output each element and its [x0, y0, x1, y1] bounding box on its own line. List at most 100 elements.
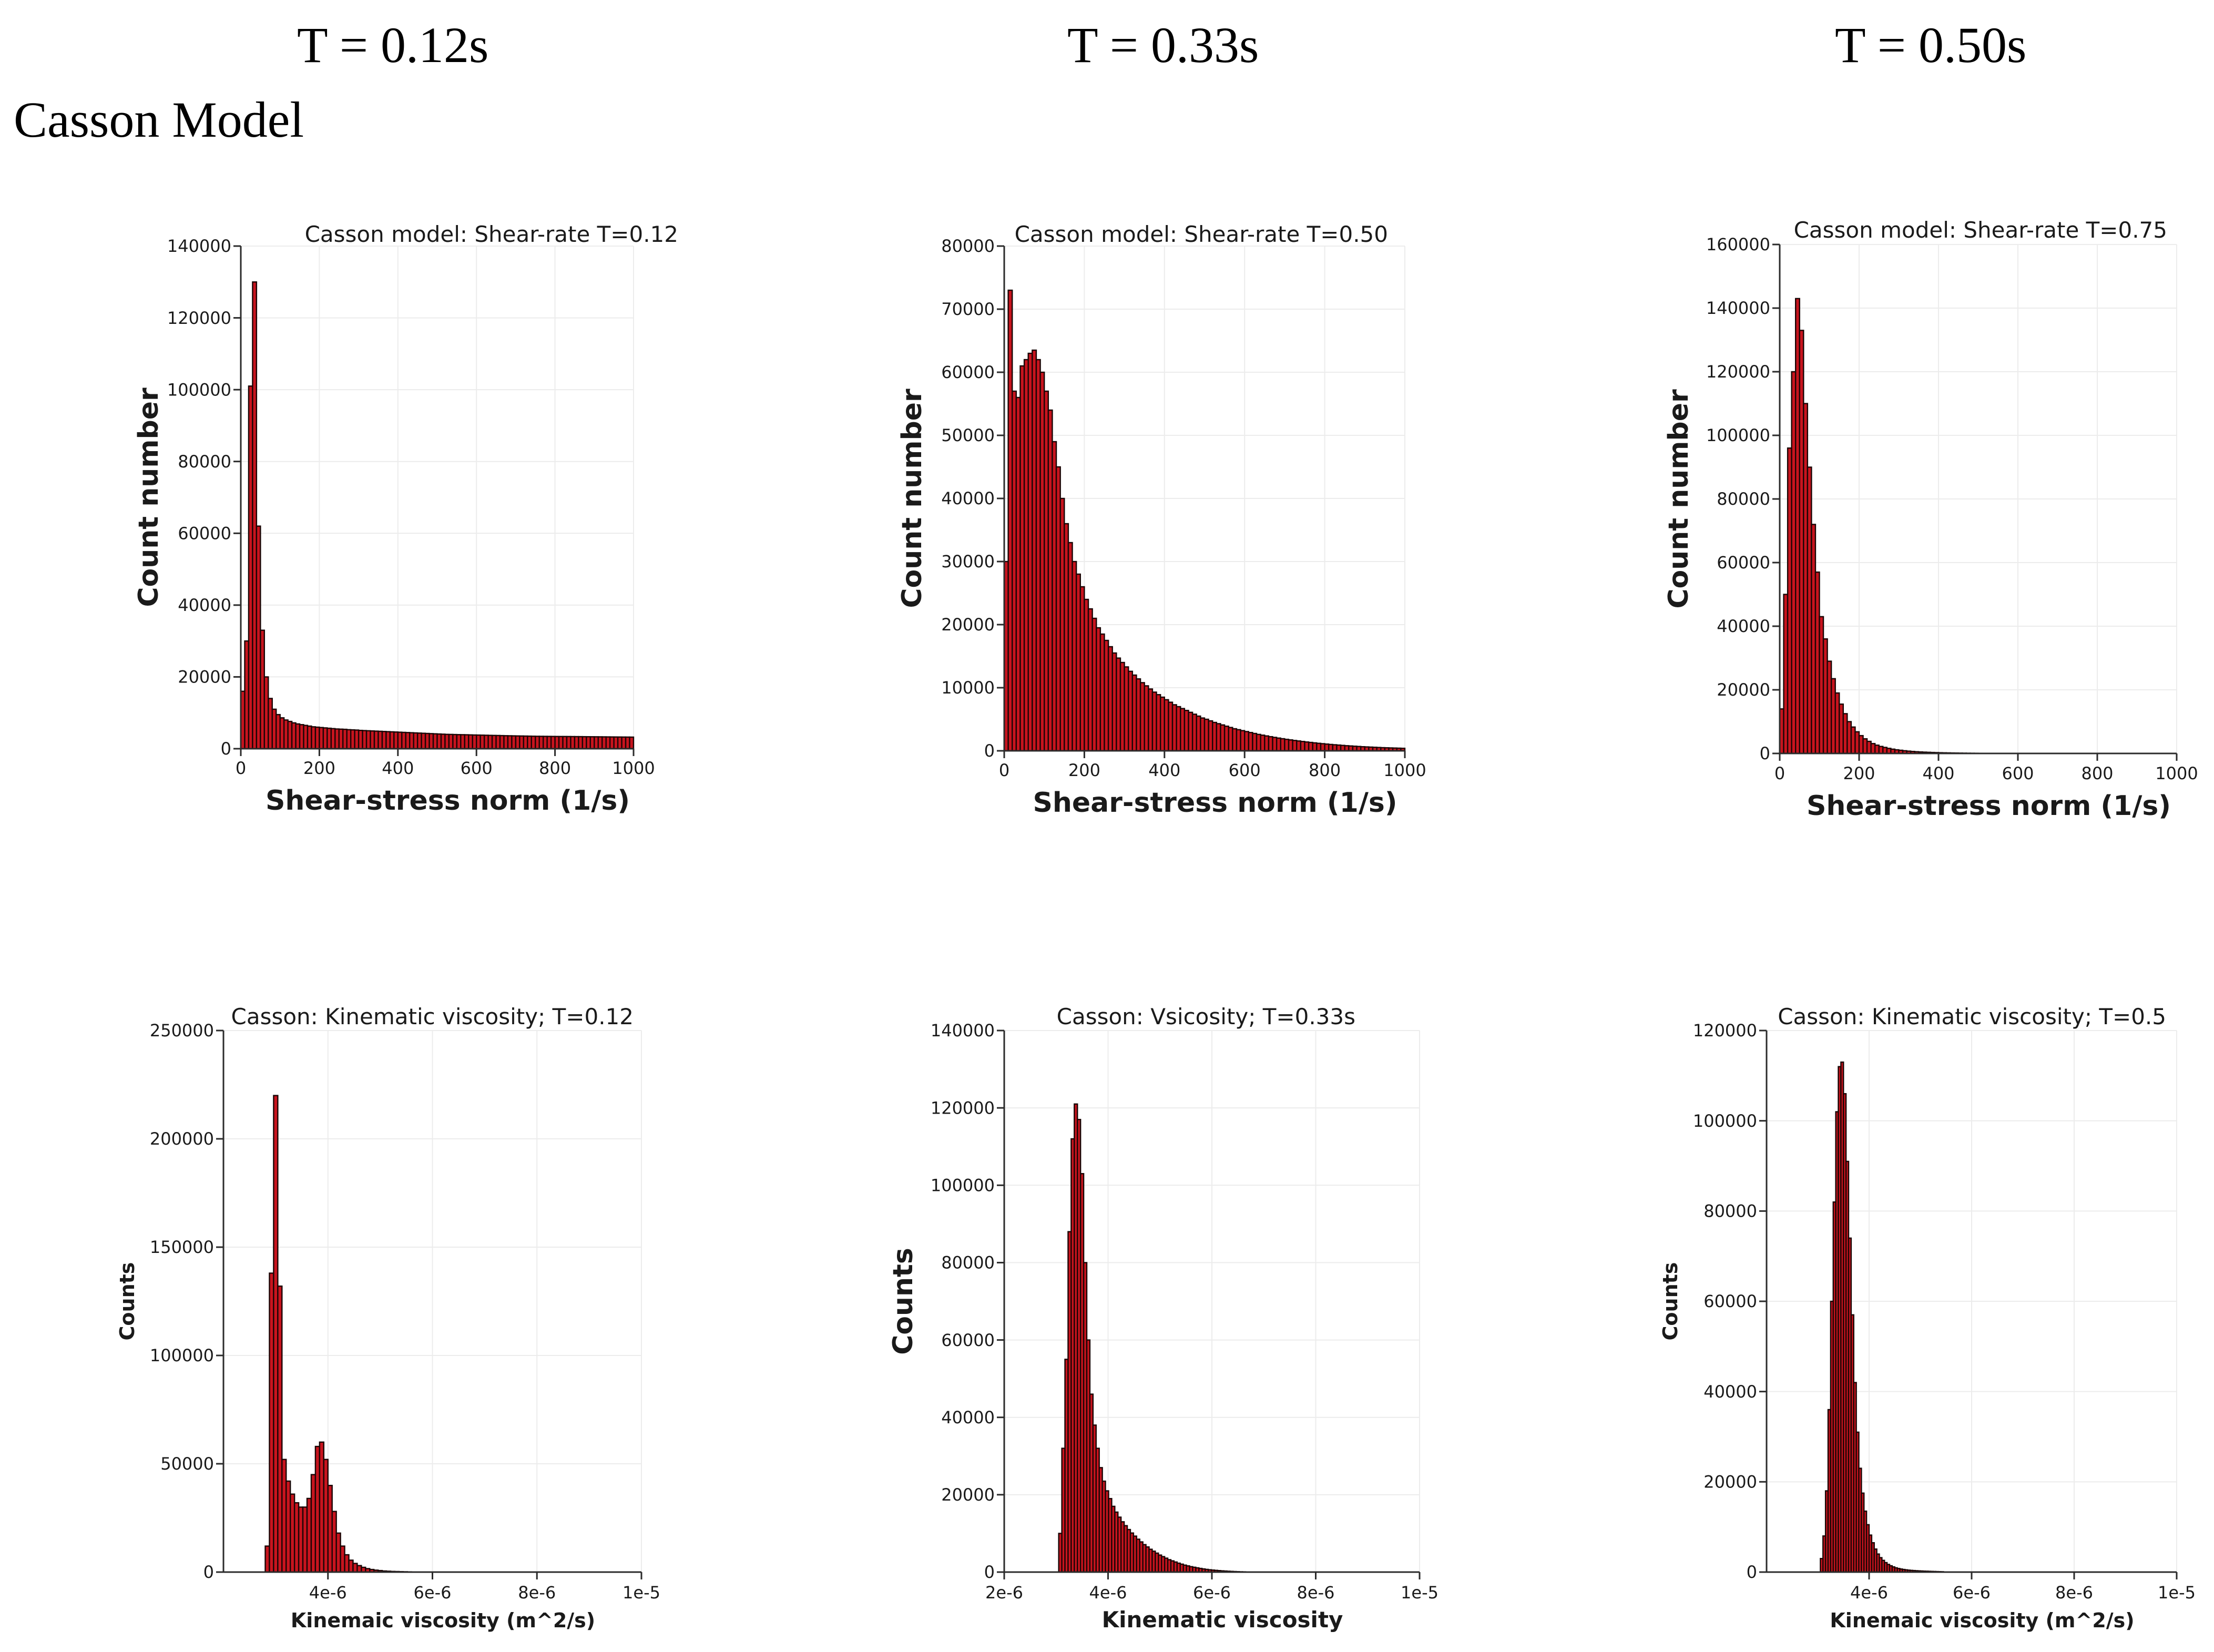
y-tick-label: 140000 [167, 236, 231, 256]
y-tick-label: 0 [1747, 1562, 1757, 1582]
y-tick-label: 30000 [941, 552, 995, 572]
x-tick-label: 6e-6 [414, 1583, 452, 1603]
column-header-t012: T = 0.12s [297, 17, 489, 73]
y-tick-label: 60000 [178, 523, 231, 543]
x-tick-label: 4e-6 [1089, 1583, 1127, 1603]
x-tick-label: 400 [1148, 760, 1180, 780]
y-tick-label: 20000 [941, 1485, 995, 1505]
y-tick-label: 40000 [941, 488, 995, 508]
y-tick-label: 100000 [931, 1175, 995, 1195]
x-axis-label: Shear-stress norm (1/s) [266, 785, 630, 817]
y-tick-label: 70000 [941, 299, 995, 319]
x-tick-label: 4e-6 [309, 1583, 347, 1603]
x-tick-label: 1000 [2155, 763, 2198, 783]
y-tick-label: 100000 [167, 380, 231, 400]
y-axis-label: Count number [1663, 389, 1695, 609]
x-tick-label: 2e-6 [985, 1583, 1023, 1603]
x-tick-label: 4e-6 [1850, 1583, 1888, 1603]
x-tick-label: 800 [1309, 760, 1341, 780]
y-tick-label: 100000 [150, 1345, 214, 1365]
y-tick-label: 250000 [150, 1021, 214, 1041]
x-tick-label: 400 [382, 758, 414, 778]
y-tick-label: 120000 [931, 1098, 995, 1118]
y-tick-label: 50000 [941, 425, 995, 445]
y-tick-label: 0 [221, 739, 231, 759]
x-axis-label: Kinemaic viscosity (m^2/s) [1830, 1609, 2134, 1632]
x-tick-label: 600 [461, 758, 493, 778]
chart-title: Casson: Vsicosity; T=0.33s [1057, 1004, 1355, 1029]
y-tick-label: 100000 [1693, 1111, 1757, 1131]
y-tick-label: 140000 [1706, 298, 1770, 318]
x-tick-label: 200 [1068, 760, 1100, 780]
x-tick-label: 1000 [1383, 760, 1426, 780]
y-tick-label: 0 [203, 1562, 214, 1582]
y-tick-label: 140000 [931, 1021, 995, 1041]
y-tick-label: 0 [984, 1562, 995, 1582]
x-tick-label: 8e-6 [1297, 1583, 1335, 1603]
x-tick-label: 6e-6 [1953, 1583, 1991, 1603]
x-tick-label: 600 [1229, 760, 1261, 780]
x-tick-label: 0 [999, 760, 1009, 780]
x-tick-label: 0 [236, 758, 246, 778]
y-tick-label: 20000 [1703, 1472, 1757, 1492]
x-tick-label: 600 [2002, 763, 2034, 783]
y-tick-label: 150000 [150, 1237, 214, 1257]
column-header-t033: T = 0.33s [1067, 17, 1259, 73]
x-tick-label: 400 [1922, 763, 1954, 783]
y-tick-label: 80000 [941, 236, 995, 256]
x-tick-label: 1e-5 [2158, 1583, 2196, 1603]
y-tick-label: 200000 [150, 1129, 214, 1149]
x-tick-label: 200 [1843, 763, 1875, 783]
y-tick-label: 80000 [1717, 489, 1770, 509]
x-axis-label: Kinematic viscosity [1102, 1607, 1343, 1633]
y-tick-label: 40000 [178, 595, 231, 615]
chart-title: Casson model: Shear-rate T=0.50 [1015, 221, 1388, 247]
column-header-t050: T = 0.50s [1835, 17, 2027, 73]
chart-title: Casson: Kinematic viscosity; T=0.5 [1778, 1004, 2166, 1029]
x-tick-label: 8e-6 [518, 1583, 556, 1603]
x-tick-label: 0 [1774, 763, 1785, 783]
y-tick-label: 60000 [1703, 1291, 1757, 1311]
y-tick-label: 20000 [1717, 680, 1770, 700]
y-tick-label: 120000 [1693, 1021, 1757, 1041]
y-tick-label: 20000 [178, 667, 231, 687]
y-tick-label: 40000 [1717, 616, 1770, 636]
x-axis-label: Shear-stress norm (1/s) [1033, 787, 1397, 819]
y-tick-label: 10000 [941, 678, 995, 698]
x-tick-label: 1000 [612, 758, 655, 778]
y-tick-label: 20000 [941, 615, 995, 635]
y-tick-label: 120000 [1706, 362, 1770, 382]
y-tick-label: 0 [984, 741, 995, 761]
x-tick-label: 1e-5 [623, 1583, 660, 1603]
y-tick-label: 80000 [178, 452, 231, 472]
y-axis-label: Count number [896, 389, 928, 608]
x-tick-label: 1e-5 [1401, 1583, 1438, 1603]
x-tick-label: 8e-6 [2055, 1583, 2093, 1603]
x-axis-label: Shear-stress norm (1/s) [1807, 790, 2171, 822]
x-axis-label: Kinemaic viscosity (m^2/s) [291, 1609, 595, 1632]
chart-title: Casson model: Shear-rate T=0.75 [1794, 217, 2167, 243]
x-tick-label: 6e-6 [1193, 1583, 1231, 1603]
model-label: Casson Model [14, 91, 304, 148]
y-tick-label: 120000 [167, 308, 231, 328]
chart-title: Casson model: Shear-rate T=0.12 [305, 221, 678, 247]
y-axis-label: Count number [133, 387, 165, 607]
y-tick-label: 60000 [941, 1330, 995, 1350]
x-tick-label: 800 [2081, 763, 2113, 783]
y-tick-label: 60000 [1717, 553, 1770, 573]
y-tick-label: 160000 [1706, 234, 1770, 254]
chart-title: Casson: Kinematic viscosity; T=0.12 [231, 1004, 634, 1029]
y-tick-label: 0 [1760, 743, 1770, 763]
y-tick-label: 80000 [1703, 1201, 1757, 1221]
y-tick-label: 100000 [1706, 425, 1770, 445]
y-axis-label: Counts [1659, 1262, 1682, 1341]
y-axis-label: Counts [887, 1248, 919, 1355]
x-tick-label: 800 [539, 758, 571, 778]
y-tick-label: 40000 [1703, 1382, 1757, 1402]
